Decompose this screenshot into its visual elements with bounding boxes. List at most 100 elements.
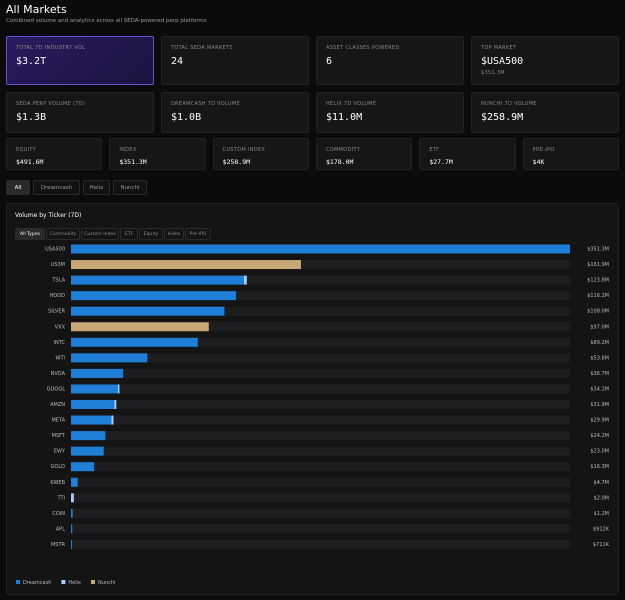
value-label: $29.9M [590, 418, 609, 424]
tab[interactable]: All [6, 180, 30, 195]
stat-value: $1.3B [16, 112, 47, 123]
filter[interactable]: Equity [139, 228, 163, 240]
bar-segment [71, 306, 225, 316]
category-label: WTI [56, 355, 65, 361]
bar-track [71, 353, 570, 363]
stat-label: NUNCHI 7D VOLUME [481, 101, 537, 107]
bar-segment [71, 337, 198, 347]
category-label: INTC [54, 340, 66, 346]
stat-card: TOTAL SEDA MARKETS 24 [161, 36, 309, 85]
bar-segment [71, 431, 106, 441]
stat-value: $4K [532, 158, 545, 166]
category-label: NVDA [51, 371, 66, 377]
value-label: $34.1M [590, 386, 609, 392]
tab[interactable]: Helix [83, 180, 110, 195]
value-label: $912K [593, 526, 610, 532]
stat-card: ETF $27.7M [419, 138, 516, 170]
page-subtitle: Combined volume and analytics across all… [6, 18, 207, 24]
tab[interactable]: Dreamcash [33, 180, 80, 195]
category-label: USA500 [45, 247, 65, 253]
stat-label: PRE-IPO [532, 147, 555, 153]
bar-segment [71, 415, 112, 425]
bar-track [71, 462, 570, 472]
bar-track [71, 384, 570, 394]
tab[interactable]: Nunchi [113, 180, 147, 195]
category-label: US3M [51, 262, 65, 268]
value-label: $89.2M [590, 340, 609, 346]
stat-sub: $351.3M [481, 70, 505, 76]
category-label: SILVER [48, 309, 65, 315]
category-label: HOOD [50, 293, 66, 299]
bar-track [71, 524, 570, 534]
value-label: $161.9M [587, 262, 609, 268]
stat-value: $351.3M [119, 158, 147, 166]
stat-card: ASSET CLASSES POWERED 6 [316, 36, 464, 85]
filter[interactable]: Pre-IPO [185, 228, 211, 240]
stat-value: $1.0B [171, 112, 202, 123]
filter[interactable]: Commodity [46, 228, 80, 240]
stat-card: HELIX 7D VOLUME $11.0M [316, 92, 464, 133]
bar-segment [71, 275, 245, 285]
bar-segment [71, 446, 104, 456]
stat-label: TOTAL 7D INDUSTRY VOL [16, 45, 86, 51]
bar-segment [71, 508, 73, 518]
value-label: $108.0M [587, 309, 609, 315]
filter[interactable]: All Types [15, 228, 45, 240]
stat-value: $27.7M [429, 158, 453, 166]
stat-value: $491.6M [16, 158, 44, 166]
bar-segment [71, 353, 148, 363]
stat-card: PRE-IPO $4K [522, 138, 619, 170]
stat-value: $11.0M [326, 112, 363, 123]
category-label: META [51, 418, 65, 424]
stat-value: $3.2T [16, 56, 47, 67]
bar-segment [71, 462, 95, 472]
chart-title: Volume by Ticker (7D) [15, 212, 82, 219]
bar-track [71, 415, 570, 425]
bar-segment [111, 415, 114, 425]
stat-label: TOTAL SEDA MARKETS [171, 45, 233, 51]
value-label: $36.7M [590, 371, 609, 377]
value-label: $2.0M [594, 495, 609, 501]
bar-segment [71, 260, 301, 270]
bar-track [71, 368, 570, 378]
legend-swatch [61, 580, 66, 584]
bar-track [71, 431, 570, 441]
category-label: MSFT [52, 433, 66, 439]
legend-label: Helix [68, 580, 81, 586]
filter[interactable]: Custom Index [81, 228, 119, 240]
stat-label: CUSTOM INDEX [222, 147, 266, 153]
stat-card: NUNCHI 7D VOLUME $258.9M [471, 92, 619, 133]
bar-segment [71, 400, 115, 409]
filter[interactable]: Index [164, 228, 184, 240]
bar-segment [114, 400, 117, 409]
value-label: $123.8M [587, 278, 609, 284]
bar-segment [244, 275, 247, 285]
bar-track [71, 400, 570, 409]
category-label: TSLA [51, 278, 65, 284]
stat-card: EQUITY $491.6M [6, 138, 103, 170]
value-label: $24.2M [590, 433, 609, 439]
value-label: $1.2M [594, 511, 609, 517]
stat-label: ETF [429, 147, 440, 153]
bar-track [71, 493, 570, 503]
category-label: MSTR [51, 542, 66, 548]
filter[interactable]: ETF [120, 228, 138, 240]
category-label: EWY [54, 449, 66, 455]
value-label: $97.0M [590, 324, 609, 330]
category-label: AMZN [50, 402, 65, 408]
category-label: GOLD [51, 464, 66, 470]
stat-card: SEDA PERP VOLUME (7D) $1.3B [6, 92, 154, 133]
stat-label: SEDA PERP VOLUME (7D) [16, 101, 86, 107]
value-label: $31.9M [590, 402, 609, 408]
category-label: COIN [52, 511, 65, 517]
stat-card: TOP MARKET $USA500 $351.3M [471, 36, 619, 85]
value-label: $711K [593, 542, 610, 548]
value-label: $351.3M [587, 247, 609, 253]
stat-card: CUSTOM INDEX $258.9M [212, 138, 309, 170]
category-label: APL [56, 526, 65, 532]
value-label: $116.2M [587, 293, 609, 299]
stat-value: $258.9M [481, 112, 524, 123]
bar-segment [71, 322, 209, 332]
